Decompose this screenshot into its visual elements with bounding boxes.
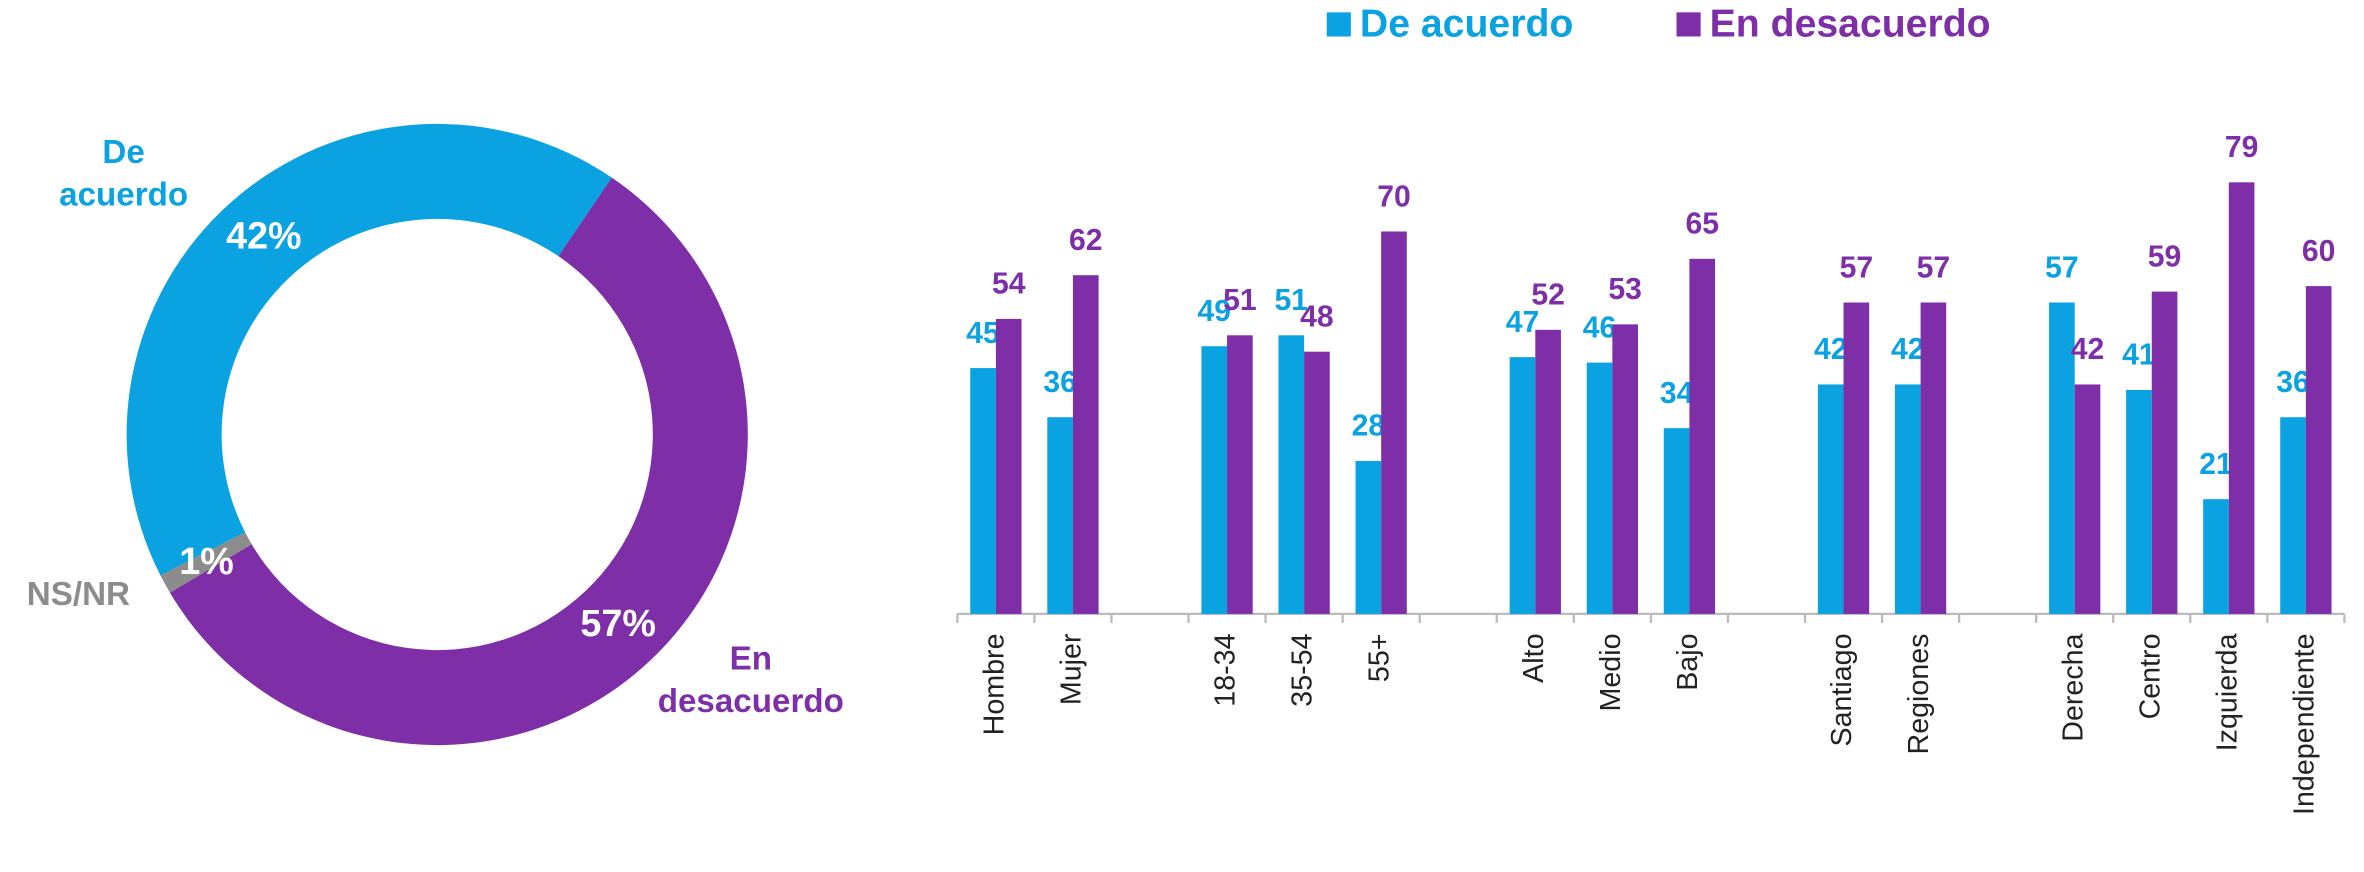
- x-tick-label: 18-34: [1210, 633, 1242, 706]
- donut-slice: [160, 532, 252, 593]
- bar: [1535, 329, 1561, 614]
- bar-value-label: 57: [1917, 251, 1951, 284]
- bar-value-label: 65: [1685, 208, 1719, 241]
- bar: [995, 318, 1022, 614]
- bar-value-label: 51: [1275, 284, 1309, 317]
- x-tick-label: Alto: [1518, 634, 1550, 683]
- slice-label: De acuerdo: [59, 134, 188, 213]
- bar-value-label: 48: [1300, 300, 1334, 333]
- donut-slice: [169, 177, 748, 746]
- bar: [2049, 302, 2075, 614]
- bar: [1843, 302, 1870, 614]
- bar-value-label: 70: [1377, 180, 1411, 213]
- bar: [1072, 275, 1099, 614]
- bar: [1227, 335, 1253, 614]
- bar-value-label: 54: [992, 268, 1026, 301]
- x-tick-label: Bajo: [1672, 634, 1704, 691]
- bar: [2126, 389, 2152, 614]
- legend-swatch: [1326, 12, 1351, 37]
- slice-value-label: 1%: [179, 540, 233, 582]
- bar-value-label: 57: [1840, 251, 1874, 284]
- bar-value-label: 79: [2225, 131, 2259, 164]
- x-tick-label: Medio: [1595, 634, 1627, 712]
- bar-value-label: 34: [1660, 377, 1694, 410]
- bar-value-label: 36: [2276, 366, 2310, 399]
- bar: [1612, 324, 1638, 614]
- bar: [1586, 362, 1613, 614]
- bar-value-label: 42: [1891, 333, 1925, 366]
- x-tick-label: Regiones: [1903, 634, 1935, 755]
- bar-value-label: 41: [2122, 339, 2156, 372]
- bar: [1278, 335, 1305, 614]
- bar: [2203, 499, 2229, 614]
- bar: [1894, 384, 1921, 614]
- bar: [970, 368, 996, 614]
- x-tick-label: Derecha: [2057, 633, 2089, 741]
- x-tick-label: Independiente: [2288, 634, 2320, 815]
- bar: [2280, 417, 2306, 614]
- slice-value-label: 42%: [226, 214, 301, 256]
- bar-value-label: 62: [1069, 224, 1103, 257]
- bar: [1817, 384, 1844, 614]
- legend-label: En desacuerdo: [1710, 2, 1991, 45]
- bar: [1509, 357, 1536, 614]
- bar: [1201, 346, 1228, 614]
- bar-value-label: 60: [2302, 235, 2336, 268]
- bar-value-label: 42: [1814, 333, 1848, 366]
- bar-value-label: 57: [2045, 251, 2079, 284]
- bar-value-label: 53: [1608, 273, 1642, 306]
- bar: [2074, 384, 2101, 614]
- x-tick-label: 55+: [1364, 634, 1396, 683]
- bar-value-label: 45: [966, 317, 1000, 350]
- bar: [2228, 182, 2255, 614]
- bar-value-label: 21: [2199, 448, 2233, 481]
- bar-value-label: 46: [1583, 311, 1617, 344]
- legend-swatch: [1676, 12, 1701, 37]
- bar-value-label: 52: [1531, 279, 1565, 312]
- bar-value-label: 42: [2071, 333, 2105, 366]
- bar-value-label: 47: [1506, 306, 1540, 339]
- x-tick-label: 35-54: [1287, 633, 1319, 706]
- slice-label: NS/NR: [27, 576, 130, 613]
- bar: [2151, 291, 2178, 614]
- bar: [1689, 258, 1716, 614]
- x-tick-label: Mujer: [1056, 633, 1088, 705]
- x-tick-label: Izquierda: [2211, 633, 2243, 751]
- x-tick-label: Centro: [2134, 634, 2166, 720]
- bar-value-label: 49: [1197, 295, 1231, 328]
- bar: [1355, 460, 1382, 614]
- slice-value-label: 57%: [580, 602, 655, 644]
- bar: [1663, 428, 1690, 614]
- x-tick-label: Hombre: [978, 634, 1010, 736]
- bar: [1304, 351, 1330, 614]
- bar-value-label: 28: [1352, 410, 1386, 443]
- bar: [1920, 302, 1947, 614]
- donut-slice: [126, 123, 612, 576]
- bar: [1381, 231, 1407, 614]
- bar: [2305, 286, 2332, 614]
- bar-value-label: 59: [2148, 240, 2182, 273]
- x-tick-label: Santiago: [1826, 634, 1858, 747]
- legend-label: De acuerdo: [1360, 2, 1573, 45]
- slice-label: En desacuerdo: [658, 640, 844, 719]
- bar: [1047, 417, 1073, 614]
- bar-value-label: 51: [1223, 284, 1257, 317]
- bar-value-label: 36: [1043, 366, 1077, 399]
